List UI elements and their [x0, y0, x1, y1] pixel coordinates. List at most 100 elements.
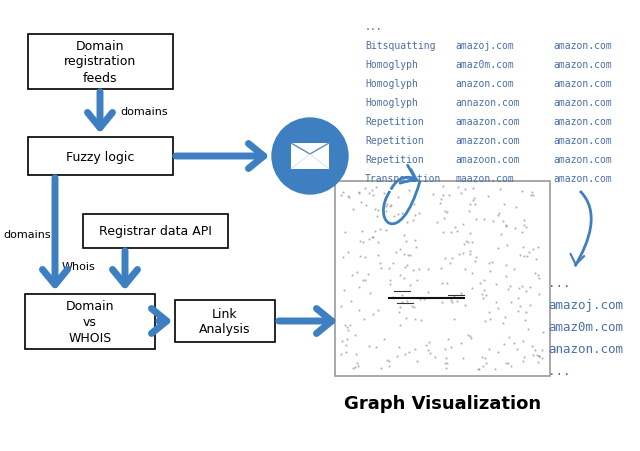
Text: amazoj.com: amazoj.com: [548, 299, 623, 311]
Point: [384, 264, 394, 272]
Point: [478, 295, 488, 302]
Text: ...: ...: [548, 364, 570, 377]
Point: [479, 277, 489, 284]
Point: [527, 189, 537, 196]
Point: [412, 276, 422, 284]
Point: [533, 359, 543, 366]
Point: [524, 249, 534, 256]
Point: [534, 353, 544, 360]
Point: [360, 253, 370, 261]
Point: [519, 353, 529, 360]
Point: [409, 304, 419, 311]
Point: [395, 322, 405, 329]
Point: [438, 183, 448, 190]
FancyBboxPatch shape: [28, 138, 173, 175]
Point: [500, 313, 510, 321]
Point: [386, 202, 396, 209]
Point: [400, 264, 410, 271]
Point: [467, 270, 477, 277]
Point: [499, 200, 509, 207]
Point: [458, 250, 468, 257]
Point: [502, 359, 513, 366]
Point: [438, 229, 448, 236]
Point: [372, 239, 383, 246]
Point: [408, 267, 419, 274]
Point: [447, 299, 457, 306]
Point: [439, 215, 449, 222]
Point: [436, 280, 447, 287]
Point: [470, 201, 481, 208]
Point: [449, 293, 460, 300]
Text: Domain
registration
feeds: Domain registration feeds: [64, 39, 136, 84]
Point: [347, 272, 357, 280]
Point: [350, 331, 360, 339]
Point: [392, 194, 403, 201]
Point: [520, 316, 530, 323]
Point: [534, 353, 545, 360]
Text: anazon.com: anazon.com: [455, 79, 514, 89]
Point: [355, 253, 365, 260]
Text: Link
Analysis: Link Analysis: [199, 307, 251, 336]
Point: [516, 229, 527, 236]
Point: [399, 232, 409, 239]
Text: maazon.com: maazon.com: [455, 174, 514, 184]
Text: amazon.com: amazon.com: [553, 136, 612, 146]
Point: [525, 301, 536, 308]
Point: [467, 285, 477, 292]
Point: [428, 191, 438, 198]
Point: [441, 365, 451, 372]
Point: [353, 360, 363, 367]
Point: [367, 234, 377, 241]
Text: amazon.com: amazon.com: [553, 60, 612, 70]
Point: [339, 189, 349, 196]
Point: [364, 342, 374, 350]
Point: [453, 251, 463, 258]
Point: [408, 217, 419, 225]
Point: [388, 260, 398, 267]
Point: [460, 185, 470, 193]
Point: [410, 212, 420, 219]
Point: [444, 192, 454, 199]
Point: [395, 246, 405, 253]
Point: [515, 303, 525, 310]
Point: [372, 252, 383, 259]
Point: [468, 195, 479, 202]
Point: [485, 268, 495, 275]
Point: [364, 190, 374, 198]
Point: [461, 238, 471, 245]
Point: [473, 365, 483, 373]
Point: [354, 189, 364, 196]
Point: [493, 305, 503, 312]
Point: [484, 316, 495, 323]
Point: [515, 252, 525, 259]
Point: [465, 248, 475, 255]
Text: Bitsquatting: Bitsquatting: [365, 41, 435, 51]
Point: [484, 345, 495, 353]
Point: [368, 192, 378, 199]
Point: [424, 339, 434, 346]
Point: [468, 197, 478, 204]
Text: domains: domains: [3, 230, 51, 239]
Point: [481, 291, 492, 299]
Point: [438, 192, 448, 199]
Point: [450, 224, 460, 231]
Point: [385, 276, 395, 284]
Point: [346, 298, 356, 305]
Point: [412, 358, 422, 365]
Point: [354, 307, 364, 314]
Point: [381, 357, 392, 364]
Point: [493, 244, 503, 252]
Point: [404, 349, 414, 356]
FancyBboxPatch shape: [175, 300, 275, 342]
Point: [460, 302, 470, 309]
Point: [392, 352, 403, 359]
Point: [513, 308, 523, 315]
Point: [480, 354, 490, 362]
Point: [509, 225, 520, 232]
Point: [371, 184, 381, 192]
Point: [446, 296, 456, 304]
Text: amazon.com: amazon.com: [553, 41, 612, 51]
Point: [506, 363, 516, 370]
Point: [465, 251, 475, 258]
Point: [414, 210, 424, 217]
